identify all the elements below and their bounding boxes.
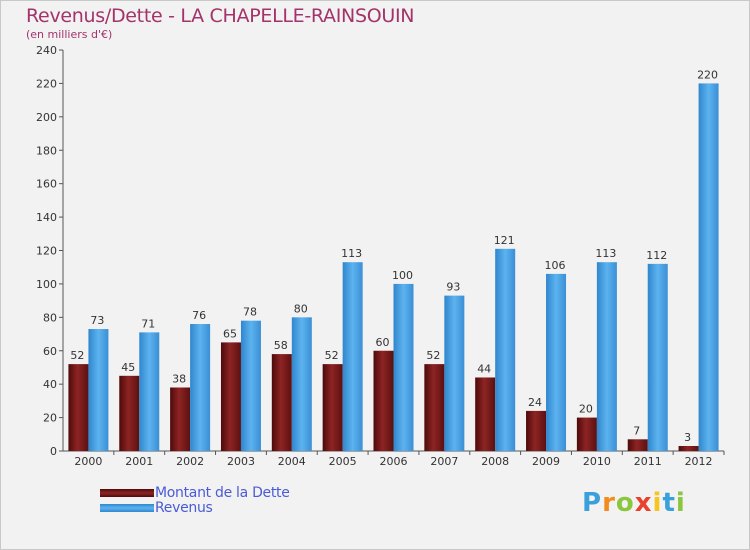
bar-debt xyxy=(678,445,699,451)
bar-revenus xyxy=(139,332,160,451)
bar-debt xyxy=(576,417,597,451)
chart-subtitle: (en milliers d'€) xyxy=(26,28,113,41)
bar-debt xyxy=(271,354,292,451)
bar-revenus xyxy=(698,83,719,452)
x-tick-label: 2004 xyxy=(278,455,306,468)
proxiti-logo: Proxiti xyxy=(582,488,686,518)
bar-debt xyxy=(170,387,191,451)
bar-debt xyxy=(475,377,496,451)
legend-swatch-revenus xyxy=(100,504,154,512)
y-tick-label: 220 xyxy=(36,77,57,90)
x-tick-label: 2002 xyxy=(176,455,204,468)
y-tick-label: 80 xyxy=(43,311,57,324)
data-label-revenus: 76 xyxy=(192,309,206,322)
bar-debt xyxy=(526,410,547,451)
chart-title: Revenus/Dette - LA CHAPELLE-RAINSOUIN xyxy=(26,5,415,27)
bar-debt xyxy=(220,342,241,451)
data-label-revenus: 106 xyxy=(545,259,566,272)
bar-revenus xyxy=(240,320,261,451)
x-tick-label: 2011 xyxy=(634,455,662,468)
data-label-revenus: 220 xyxy=(697,68,718,81)
data-label-revenus: 71 xyxy=(141,317,155,330)
data-label-revenus: 113 xyxy=(595,247,616,260)
data-label-revenus: 80 xyxy=(294,302,308,315)
bar-revenus xyxy=(647,263,668,451)
data-label-debt: 20 xyxy=(579,403,593,416)
legend-label-revenus: Revenus xyxy=(155,500,213,516)
x-tick-label: 2007 xyxy=(430,455,458,468)
x-tick-label: 2012 xyxy=(685,455,713,468)
bar-revenus xyxy=(596,262,617,451)
data-label-revenus: 112 xyxy=(646,249,667,262)
data-label-debt: 45 xyxy=(121,361,135,374)
data-label-debt: 52 xyxy=(70,349,84,362)
legend-swatch-debt xyxy=(100,489,154,497)
data-label-debt: 7 xyxy=(633,424,640,437)
data-label-revenus: 73 xyxy=(90,314,104,327)
data-label-debt: 44 xyxy=(477,362,491,375)
y-tick-label: 180 xyxy=(36,144,57,157)
y-tick-label: 120 xyxy=(36,245,57,258)
data-label-revenus: 100 xyxy=(392,269,413,282)
bar-revenus xyxy=(495,248,516,451)
data-label-debt: 60 xyxy=(376,336,390,349)
x-tick-label: 2009 xyxy=(532,455,560,468)
x-tick-label: 2006 xyxy=(380,455,408,468)
data-label-revenus: 78 xyxy=(243,306,257,319)
legend-label-debt: Montant de la Dette xyxy=(155,485,290,501)
bar-revenus xyxy=(546,273,567,451)
bar-revenus xyxy=(393,283,414,451)
y-tick-label: 60 xyxy=(43,345,57,358)
x-tick-label: 2003 xyxy=(227,455,255,468)
data-label-debt: 24 xyxy=(528,396,542,409)
y-tick-label: 160 xyxy=(36,178,57,191)
bar-debt xyxy=(424,364,445,451)
bar-debt xyxy=(627,439,648,451)
y-tick-label: 140 xyxy=(36,211,57,224)
x-tick-label: 2000 xyxy=(74,455,102,468)
y-tick-label: 240 xyxy=(36,44,57,57)
data-label-debt: 65 xyxy=(223,327,237,340)
data-label-debt: 38 xyxy=(172,373,186,386)
y-tick-label: 20 xyxy=(43,412,57,425)
data-label-debt: 3 xyxy=(684,431,691,444)
data-label-debt: 52 xyxy=(426,349,440,362)
bar-debt xyxy=(119,375,140,451)
bar-revenus xyxy=(88,329,109,451)
bar-revenus xyxy=(190,324,211,451)
bar-revenus xyxy=(342,262,363,451)
x-tick-label: 2005 xyxy=(329,455,357,468)
x-tick-label: 2001 xyxy=(125,455,153,468)
data-label-debt: 52 xyxy=(325,349,339,362)
data-label-debt: 58 xyxy=(274,339,288,352)
y-tick-label: 0 xyxy=(50,445,57,458)
y-tick-label: 200 xyxy=(36,111,57,124)
bar-revenus xyxy=(444,295,465,451)
data-label-revenus: 121 xyxy=(494,234,515,247)
data-label-revenus: 93 xyxy=(446,281,460,294)
bar-revenus xyxy=(291,317,312,451)
x-tick-label: 2008 xyxy=(481,455,509,468)
x-tick-label: 2010 xyxy=(583,455,611,468)
y-tick-label: 100 xyxy=(36,278,57,291)
bar-debt xyxy=(373,350,394,451)
bar-debt xyxy=(68,364,89,451)
data-label-revenus: 113 xyxy=(341,247,362,260)
bar-debt xyxy=(322,364,343,451)
y-tick-label: 40 xyxy=(43,378,57,391)
